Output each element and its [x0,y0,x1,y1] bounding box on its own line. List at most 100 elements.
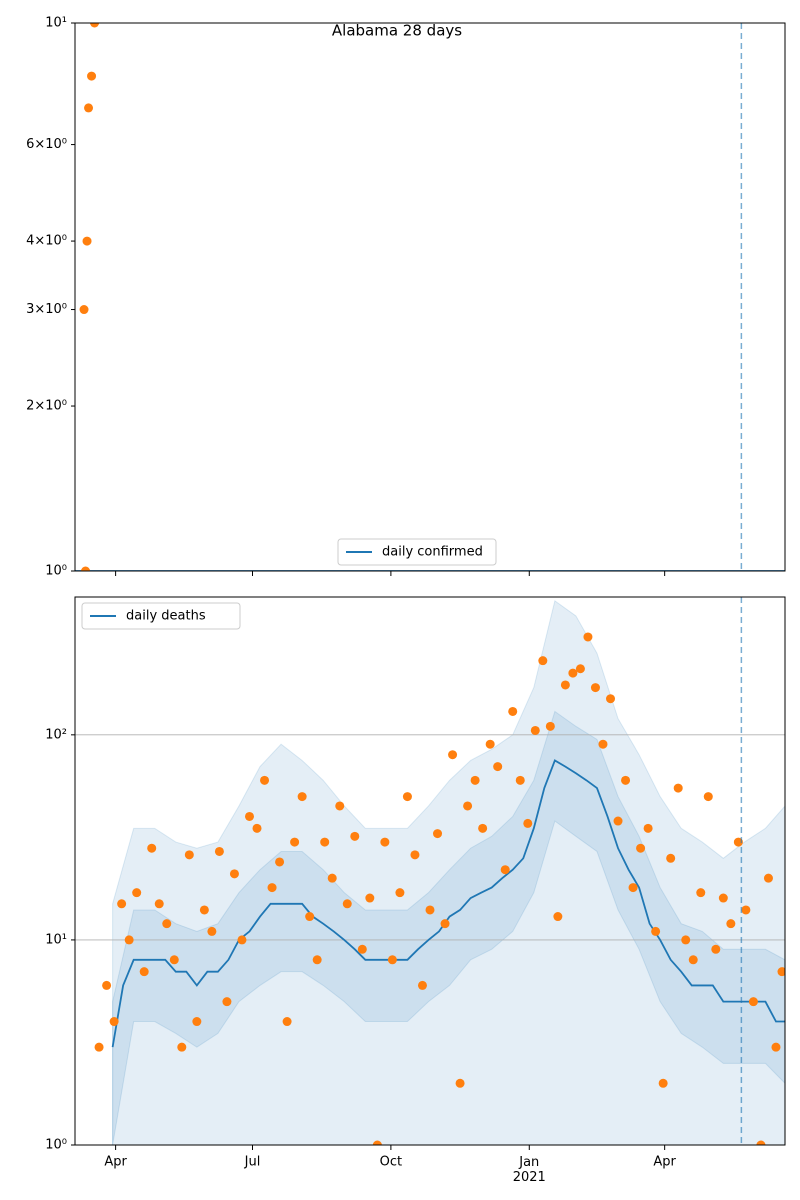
data-point [199,905,209,915]
data-point [147,843,157,853]
data-point [229,869,239,879]
data-point [508,706,518,716]
data-point [184,850,194,860]
data-point [387,955,397,965]
data-point [748,997,758,1007]
data-point [410,850,420,860]
data-point [177,1042,187,1052]
data-point [606,694,616,704]
y-tick-label: 10¹ [45,932,67,947]
data-point [583,632,593,642]
data-point [590,683,600,693]
data-point [192,1017,202,1027]
data-point [90,23,100,28]
data-point [402,792,412,802]
data-point [763,873,773,883]
data-line [111,759,785,1048]
uncertainty-band [112,600,785,1145]
data-point [139,967,149,977]
y-tick-label: 3×10⁰ [26,302,67,317]
x-tick-label: Jan 2021 [513,1155,546,1185]
data-point [560,680,570,690]
data-point [575,664,585,674]
data-point [688,955,698,965]
data-point [568,668,578,678]
data-point [350,831,360,841]
x-tick-label: Apr [653,1155,676,1170]
data-point [523,818,533,828]
data-point [666,853,676,863]
data-point [222,997,232,1007]
data-point [81,566,91,571]
data-point [651,926,661,936]
data-point [84,103,94,113]
data-point [267,883,277,893]
data-point [79,305,89,315]
data-point [87,71,97,81]
data-point [417,980,427,990]
y-tick-label: 6×10⁰ [26,137,67,152]
x-tick-label: Oct [380,1155,402,1170]
data-point [463,801,473,811]
data-point [681,935,691,945]
data-point [214,846,224,856]
data-point [237,935,247,945]
data-point [493,762,503,772]
data-point [673,783,683,793]
data-point [365,893,375,903]
data-point [771,1042,781,1052]
data-point [733,837,743,847]
legend-box [81,602,241,630]
x-tick-label: Jul [244,1155,261,1170]
data-point [275,857,285,867]
data-point [515,775,525,785]
data-point [530,725,540,735]
chart-title: Alabama 28 days [332,22,462,40]
legend-label: daily confirmed [382,545,483,560]
data-point [628,883,638,893]
data-point [154,899,164,909]
data-point [94,1042,104,1052]
data-point [282,1017,292,1027]
legend-label: daily deaths [126,609,206,624]
data-point [260,775,270,785]
data-point [169,955,179,965]
data-point [290,837,300,847]
data-point [244,811,254,821]
data-point [82,236,92,246]
y-tick-label: 10⁰ [45,1138,67,1153]
data-point [455,1078,465,1088]
data-point [448,750,458,760]
data-point [357,944,367,954]
data-point [297,792,307,802]
data-point [395,888,405,898]
data-point [312,955,322,965]
data-point [433,829,443,839]
data-point [598,739,608,749]
y-tick-label: 10⁰ [45,564,67,579]
data-point [658,1078,668,1088]
legend-box [337,538,497,566]
data-point [643,823,653,833]
data-point [327,873,337,883]
data-point [102,980,112,990]
data-point [756,1140,766,1145]
data-point [425,905,435,915]
data-point [636,843,646,853]
data-point [485,739,495,749]
data-point [207,926,217,936]
data-point [545,721,555,731]
data-point [440,919,450,929]
data-point [252,823,262,833]
data-point [538,656,548,666]
y-tick-label: 10² [45,727,67,742]
data-point [132,888,142,898]
plot-area [75,597,785,1145]
data-point [380,837,390,847]
data-point [703,792,713,802]
data-point [109,1017,119,1027]
axes-frame [74,22,786,572]
data-point [117,899,127,909]
data-point [613,816,623,826]
